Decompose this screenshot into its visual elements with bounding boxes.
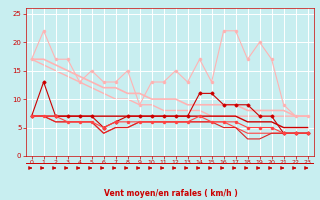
Text: Vent moyen/en rafales ( km/h ): Vent moyen/en rafales ( km/h ): [104, 189, 238, 198]
